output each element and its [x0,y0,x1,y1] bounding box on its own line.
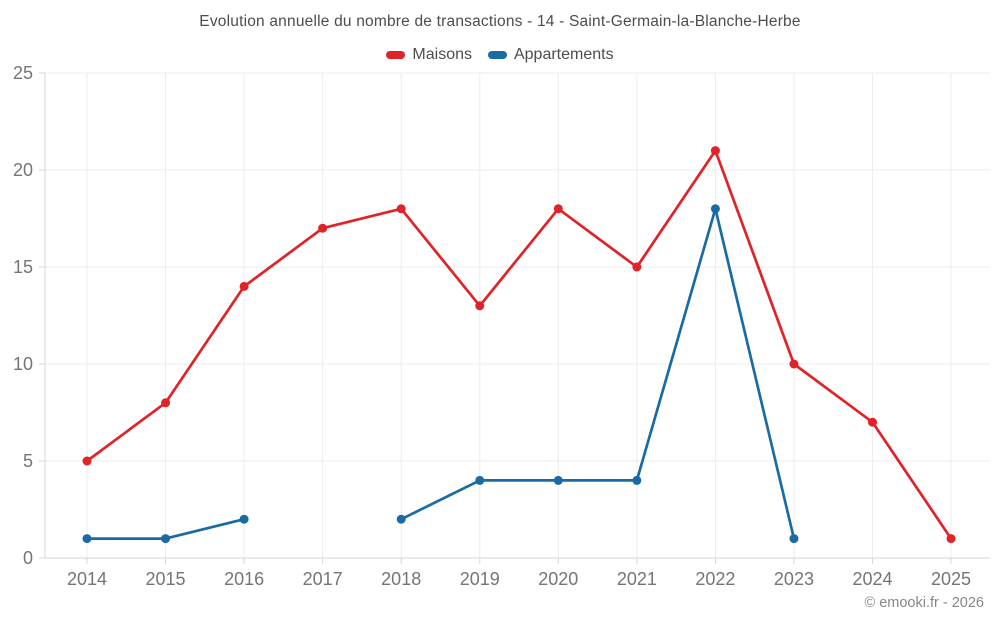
point-appartements-2022[interactable] [710,204,720,214]
point-maisons-2016[interactable] [239,281,249,291]
y-tick-label: 5 [23,451,33,471]
x-tick-label: 2025 [931,569,971,589]
point-maisons-2017[interactable] [318,223,328,233]
point-appartements-2020[interactable] [553,475,563,485]
x-tick-label: 2021 [617,569,657,589]
series-appartements [82,204,799,544]
maisons-series-swatch [386,51,406,59]
y-tick-label: 15 [13,257,33,277]
gridlines [45,72,990,558]
legend: Maisons Appartements [0,46,1000,64]
point-appartements-2016[interactable] [239,514,249,524]
point-maisons-2021[interactable] [632,262,642,272]
y-tick-label: 20 [13,160,33,180]
legend-item-appartements[interactable]: Appartements [487,46,614,64]
point-appartements-2023[interactable] [789,534,799,544]
series-line-appartements [399,207,796,540]
point-appartements-2018[interactable] [396,514,406,524]
point-appartements-2021[interactable] [632,475,642,485]
point-appartements-2015[interactable] [161,534,171,544]
point-maisons-2023[interactable] [789,359,799,369]
legend-item-maisons[interactable]: Maisons [386,46,472,64]
point-maisons-2019[interactable] [475,301,485,311]
point-maisons-2024[interactable] [868,417,877,427]
point-appartements-2019[interactable] [475,475,485,485]
y-tick-label: 10 [13,354,33,374]
appartements-series-swatch [487,51,507,59]
point-maisons-2025[interactable] [946,534,956,544]
point-maisons-2018[interactable] [396,204,406,214]
x-tick-label: 2023 [774,569,814,589]
point-maisons-2014[interactable] [82,456,92,466]
x-tick-label: 2015 [146,569,186,589]
chart-title: Evolution annuelle du nombre de transact… [199,13,801,30]
x-tick-label: 2017 [303,569,343,589]
x-tick-label: 2016 [224,569,264,589]
x-tick-label: 2020 [538,569,578,589]
appartements-legend-label: Appartements [513,46,614,63]
point-maisons-2022[interactable] [710,146,720,156]
x-tick-label: 2014 [67,569,107,589]
point-maisons-2015[interactable] [161,398,171,408]
x-tick-label: 2024 [852,569,892,589]
series-line-maisons [85,149,953,540]
y-tick-label: 0 [23,548,33,568]
x-tick-label: 2018 [381,569,421,589]
x-tick-label: 2022 [695,569,735,589]
point-appartements-2014[interactable] [82,534,92,544]
axes [39,72,990,564]
y-tick-label: 25 [13,63,33,83]
x-tick-label: 2019 [460,569,500,589]
series-maisons [82,146,956,544]
copyright: © emooki.fr - 2026 [864,595,984,611]
maisons-legend-label: Maisons [412,46,472,63]
point-maisons-2020[interactable] [553,204,563,214]
